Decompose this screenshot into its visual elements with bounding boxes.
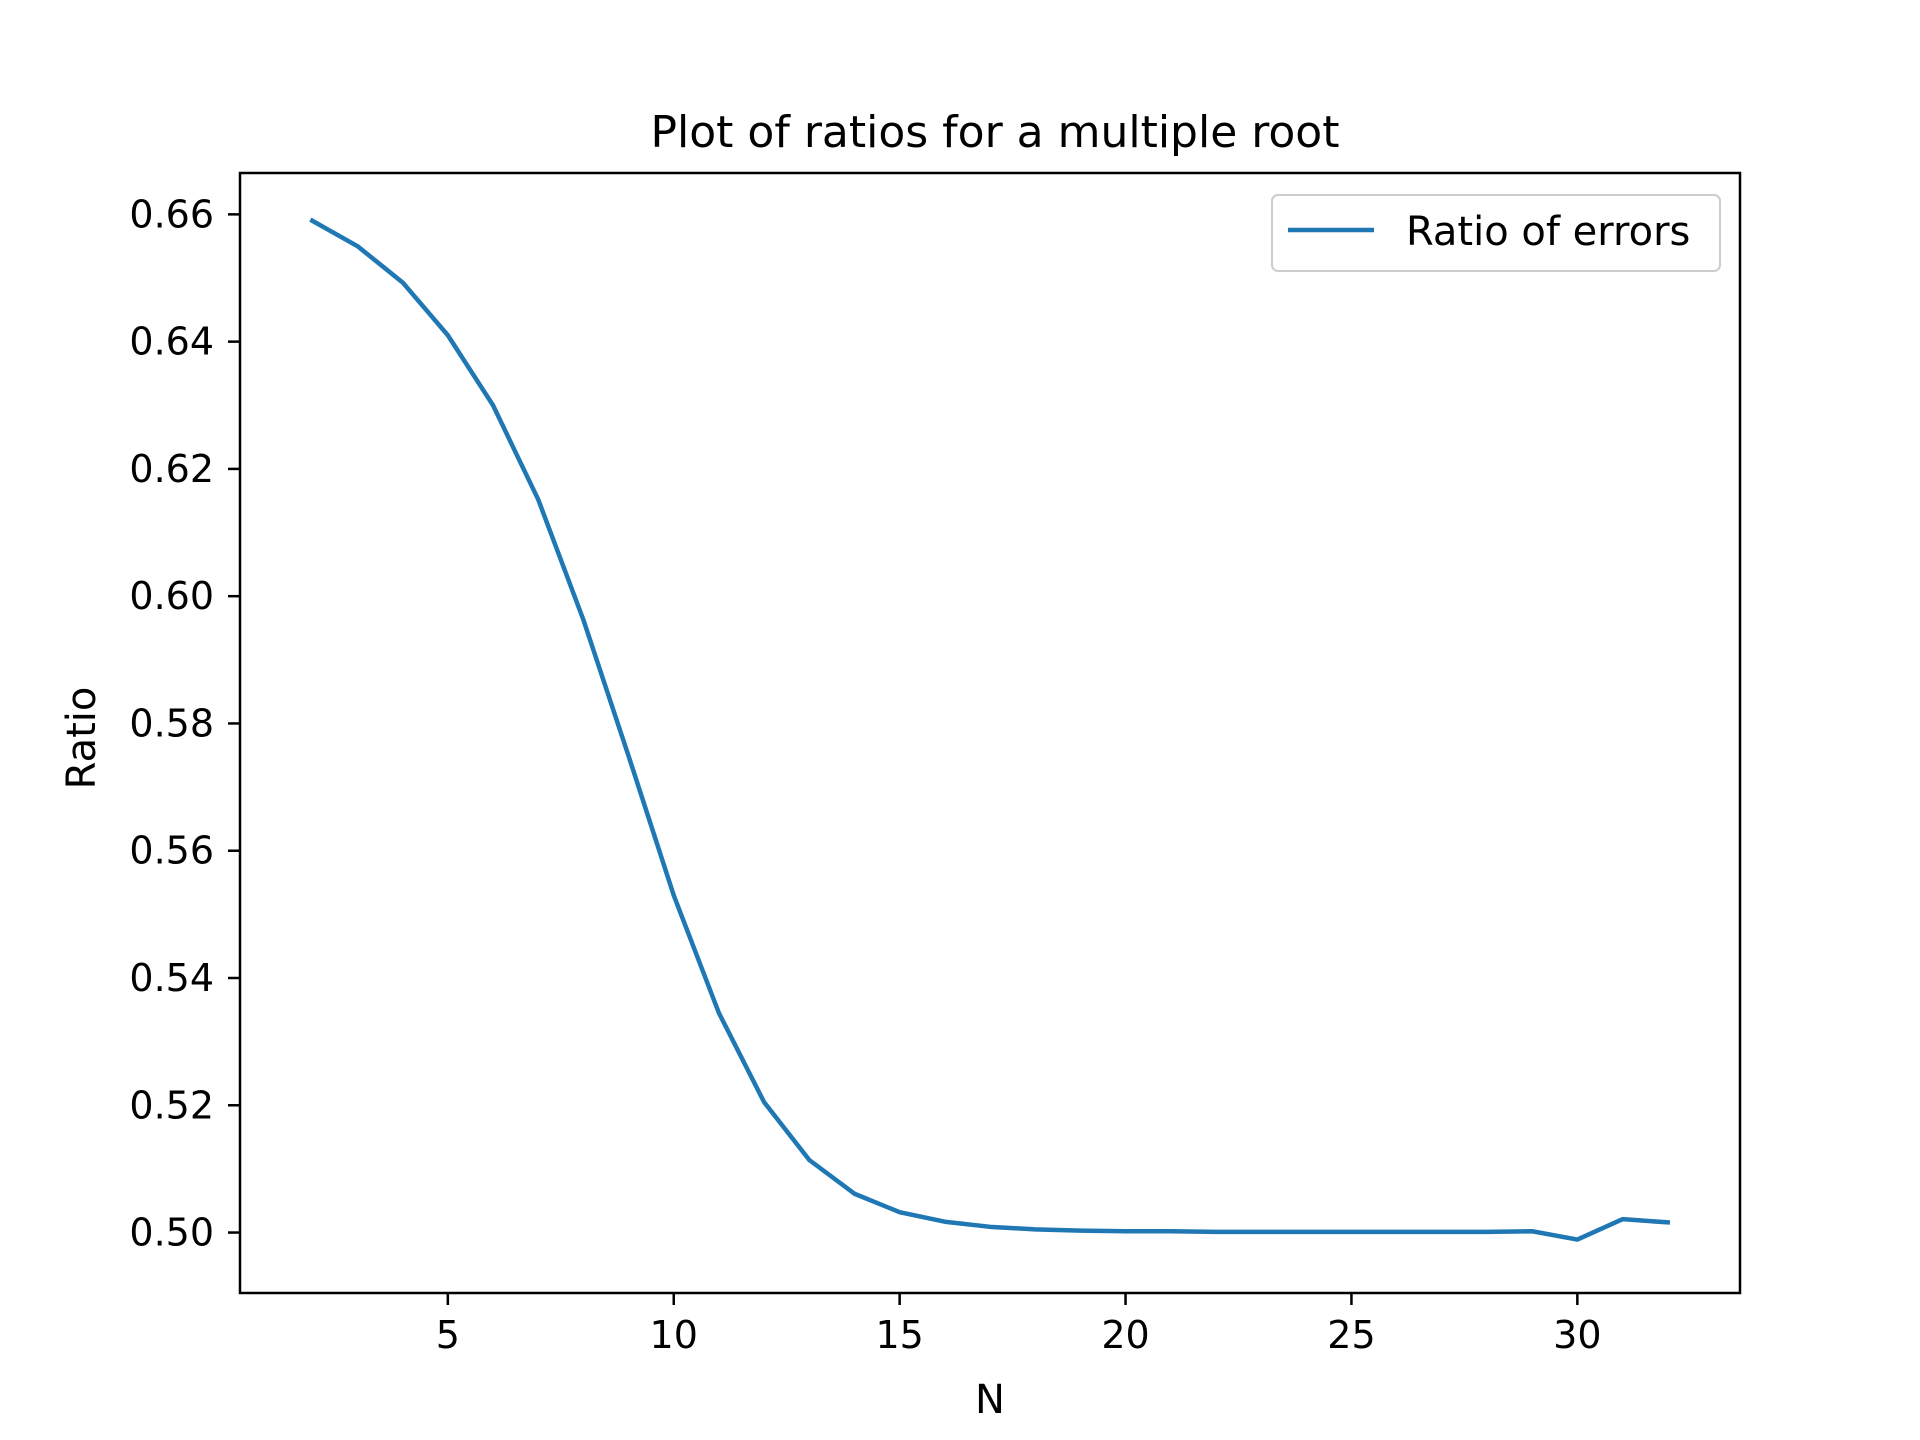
y-axis: 0.50 0.52 0.54 0.56 0.58 0.60 0.62 0.64 0.66 [129,192,240,1255]
legend-label: Ratio of errors [1406,209,1690,255]
x-axis: 5 10 15 20 25 30 [436,1293,1602,1357]
chart-title: Plot of ratios for a multiple root [651,107,1340,158]
y-tick-label: 0.52 [129,1083,214,1127]
y-tick-label: 0.50 [129,1211,214,1255]
x-tick-label: 10 [650,1313,698,1357]
y-tick-label: 0.64 [129,320,214,364]
y-tick-label: 0.58 [129,701,214,745]
y-tick-label: 0.62 [129,447,214,491]
y-tick-label: 0.66 [129,192,214,236]
x-tick-label: 25 [1327,1313,1375,1357]
y-tick-label: 0.60 [129,574,214,618]
series-points [312,220,1668,1240]
x-tick-label: 20 [1101,1313,1149,1357]
y-axis-label: Ratio [59,687,105,790]
x-tick-label: 5 [436,1313,460,1357]
legend: Ratio of errors [1271,194,1721,272]
legend-box [1271,194,1721,272]
x-tick-label: 15 [875,1313,923,1357]
plot-frame [238,171,1742,1295]
y-tick-label: 0.54 [129,956,214,1000]
x-axis-label: N [975,1377,1005,1423]
x-tick-label: 30 [1553,1313,1601,1357]
y-tick-label: 0.56 [129,829,214,873]
series-line-ratio-of-errors [309,217,1671,1242]
